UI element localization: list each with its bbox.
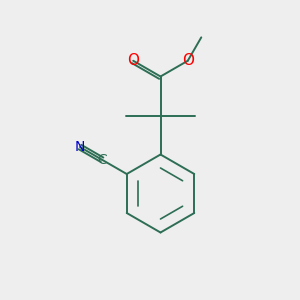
Text: C: C xyxy=(97,153,107,167)
Text: N: N xyxy=(75,140,85,154)
Text: O: O xyxy=(182,53,194,68)
Text: O: O xyxy=(127,53,139,68)
